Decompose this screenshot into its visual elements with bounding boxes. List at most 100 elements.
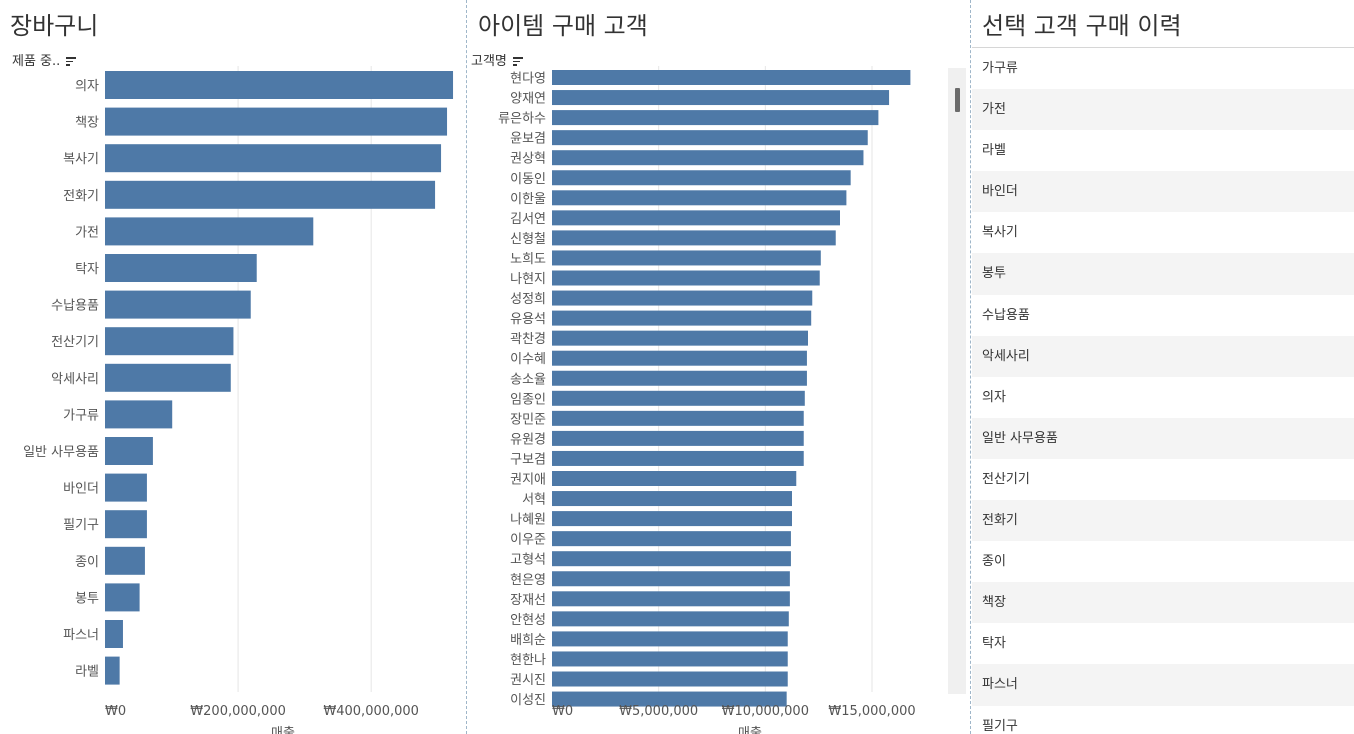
category-label: 종이	[75, 555, 99, 570]
bar[interactable]	[105, 656, 120, 685]
bar[interactable]	[552, 491, 792, 507]
bar[interactable]	[552, 631, 788, 647]
category-label: 이한울	[510, 192, 546, 207]
category-label: 악세사리	[51, 372, 99, 387]
bar[interactable]	[105, 71, 454, 99]
bar[interactable]	[105, 107, 448, 136]
bar[interactable]	[105, 583, 140, 612]
category-label: 수납용품	[51, 299, 99, 314]
bar[interactable]	[552, 531, 791, 547]
history-list-item[interactable]: 복사기	[982, 225, 1018, 241]
customers-panel: 아이템 구매 고객 고객명	[468, 0, 970, 734]
bar[interactable]	[552, 390, 805, 406]
customer-field-header[interactable]: 고객명	[471, 50, 524, 69]
category-label: 권지애	[510, 473, 546, 488]
history-list-item[interactable]: 라벨	[982, 143, 1006, 159]
category-label: 파스너	[63, 628, 99, 643]
category-label: 유용석	[510, 312, 546, 327]
history-list-item[interactable]: 전산기기	[982, 471, 1030, 487]
bar[interactable]	[552, 110, 879, 126]
history-list-item[interactable]: 탁자	[982, 636, 1006, 652]
bar[interactable]	[552, 591, 790, 607]
bar[interactable]	[105, 473, 147, 502]
history-list-item[interactable]: 일반 사무용품	[972, 417, 1354, 459]
bar[interactable]	[552, 410, 804, 426]
bar[interactable]	[552, 150, 864, 166]
tick-label: ₩5,000,000	[619, 704, 698, 719]
bar[interactable]	[552, 450, 804, 466]
scrollbar-thumb[interactable]	[955, 88, 960, 112]
bar[interactable]	[105, 620, 123, 648]
bar[interactable]	[105, 546, 145, 575]
bar[interactable]	[552, 471, 797, 486]
category-label: 책장	[75, 116, 99, 131]
history-list-item[interactable]: 필기구	[982, 718, 1018, 734]
category-label: 배희순	[510, 633, 546, 648]
history-list-item[interactable]: 가전	[972, 89, 1354, 131]
history-list-item[interactable]: 종이	[982, 554, 1006, 570]
bar[interactable]	[552, 290, 813, 306]
category-label: 가구류	[63, 408, 99, 423]
bar[interactable]	[552, 551, 791, 567]
category-label: 양재연	[510, 92, 546, 107]
cart-title: 장바구니	[10, 12, 99, 40]
bar[interactable]	[552, 210, 840, 226]
history-list-item[interactable]: 봉투	[972, 253, 1354, 295]
bar[interactable]	[105, 144, 442, 173]
history-list-item[interactable]: 수납용품	[982, 307, 1030, 323]
category-label: 권상혁	[510, 152, 546, 167]
bar[interactable]	[552, 350, 807, 366]
bar[interactable]	[552, 430, 804, 446]
category-label: 안현성	[510, 613, 546, 628]
bar[interactable]	[552, 270, 820, 286]
category-label: 현다영	[510, 72, 546, 87]
customer-field-label: 고객명	[471, 54, 507, 69]
product-field-header[interactable]: 제품 중..	[12, 50, 77, 69]
bar[interactable]	[552, 651, 788, 667]
history-list-item[interactable]: 파스너	[972, 664, 1354, 706]
category-label: 나혜원	[510, 513, 546, 528]
history-list-item[interactable]: 악세사리	[972, 335, 1354, 377]
bar[interactable]	[105, 437, 153, 465]
bar[interactable]	[552, 511, 792, 527]
bar[interactable]	[552, 190, 847, 206]
tick-label: ₩15,000,000	[828, 704, 915, 719]
tick-label: ₩10,000,000	[722, 704, 809, 719]
category-label: 일반 사무용품	[23, 445, 99, 460]
sort-icon[interactable]	[513, 57, 524, 66]
history-list-item[interactable]: 가구류	[982, 61, 1018, 76]
bar[interactable]	[552, 330, 808, 346]
bar[interactable]	[105, 363, 231, 392]
history-list-item[interactable]: 전화기	[972, 500, 1354, 542]
category-label: 이수혜	[510, 352, 546, 367]
bar[interactable]	[552, 170, 851, 186]
bar[interactable]	[552, 230, 836, 246]
bar[interactable]	[105, 254, 257, 282]
bar[interactable]	[552, 130, 868, 146]
category-label: 라벨	[75, 665, 99, 680]
bar[interactable]	[552, 611, 789, 627]
bar[interactable]	[105, 290, 251, 319]
bar[interactable]	[105, 327, 234, 356]
bar[interactable]	[105, 180, 436, 209]
history-title: 선택 고객 구매 이력	[982, 12, 1182, 40]
bar[interactable]	[552, 671, 788, 687]
bar[interactable]	[552, 70, 911, 85]
sort-icon[interactable]	[66, 57, 77, 66]
bar[interactable]	[552, 250, 821, 266]
panel-divider	[970, 0, 971, 734]
bar[interactable]	[105, 400, 173, 429]
history-list-item[interactable]: 바인더	[972, 171, 1354, 213]
bar[interactable]	[552, 310, 812, 326]
bar[interactable]	[552, 370, 807, 386]
bar[interactable]	[105, 217, 314, 246]
bar[interactable]	[552, 571, 790, 587]
history-list-item[interactable]: 의자	[982, 389, 1006, 405]
bar[interactable]	[105, 510, 147, 539]
bar[interactable]	[552, 691, 787, 707]
bar[interactable]	[552, 90, 890, 106]
category-label: 의자	[75, 79, 99, 94]
history-list-item[interactable]: 책장	[972, 582, 1354, 624]
chart-scrollbar[interactable]	[948, 68, 966, 694]
